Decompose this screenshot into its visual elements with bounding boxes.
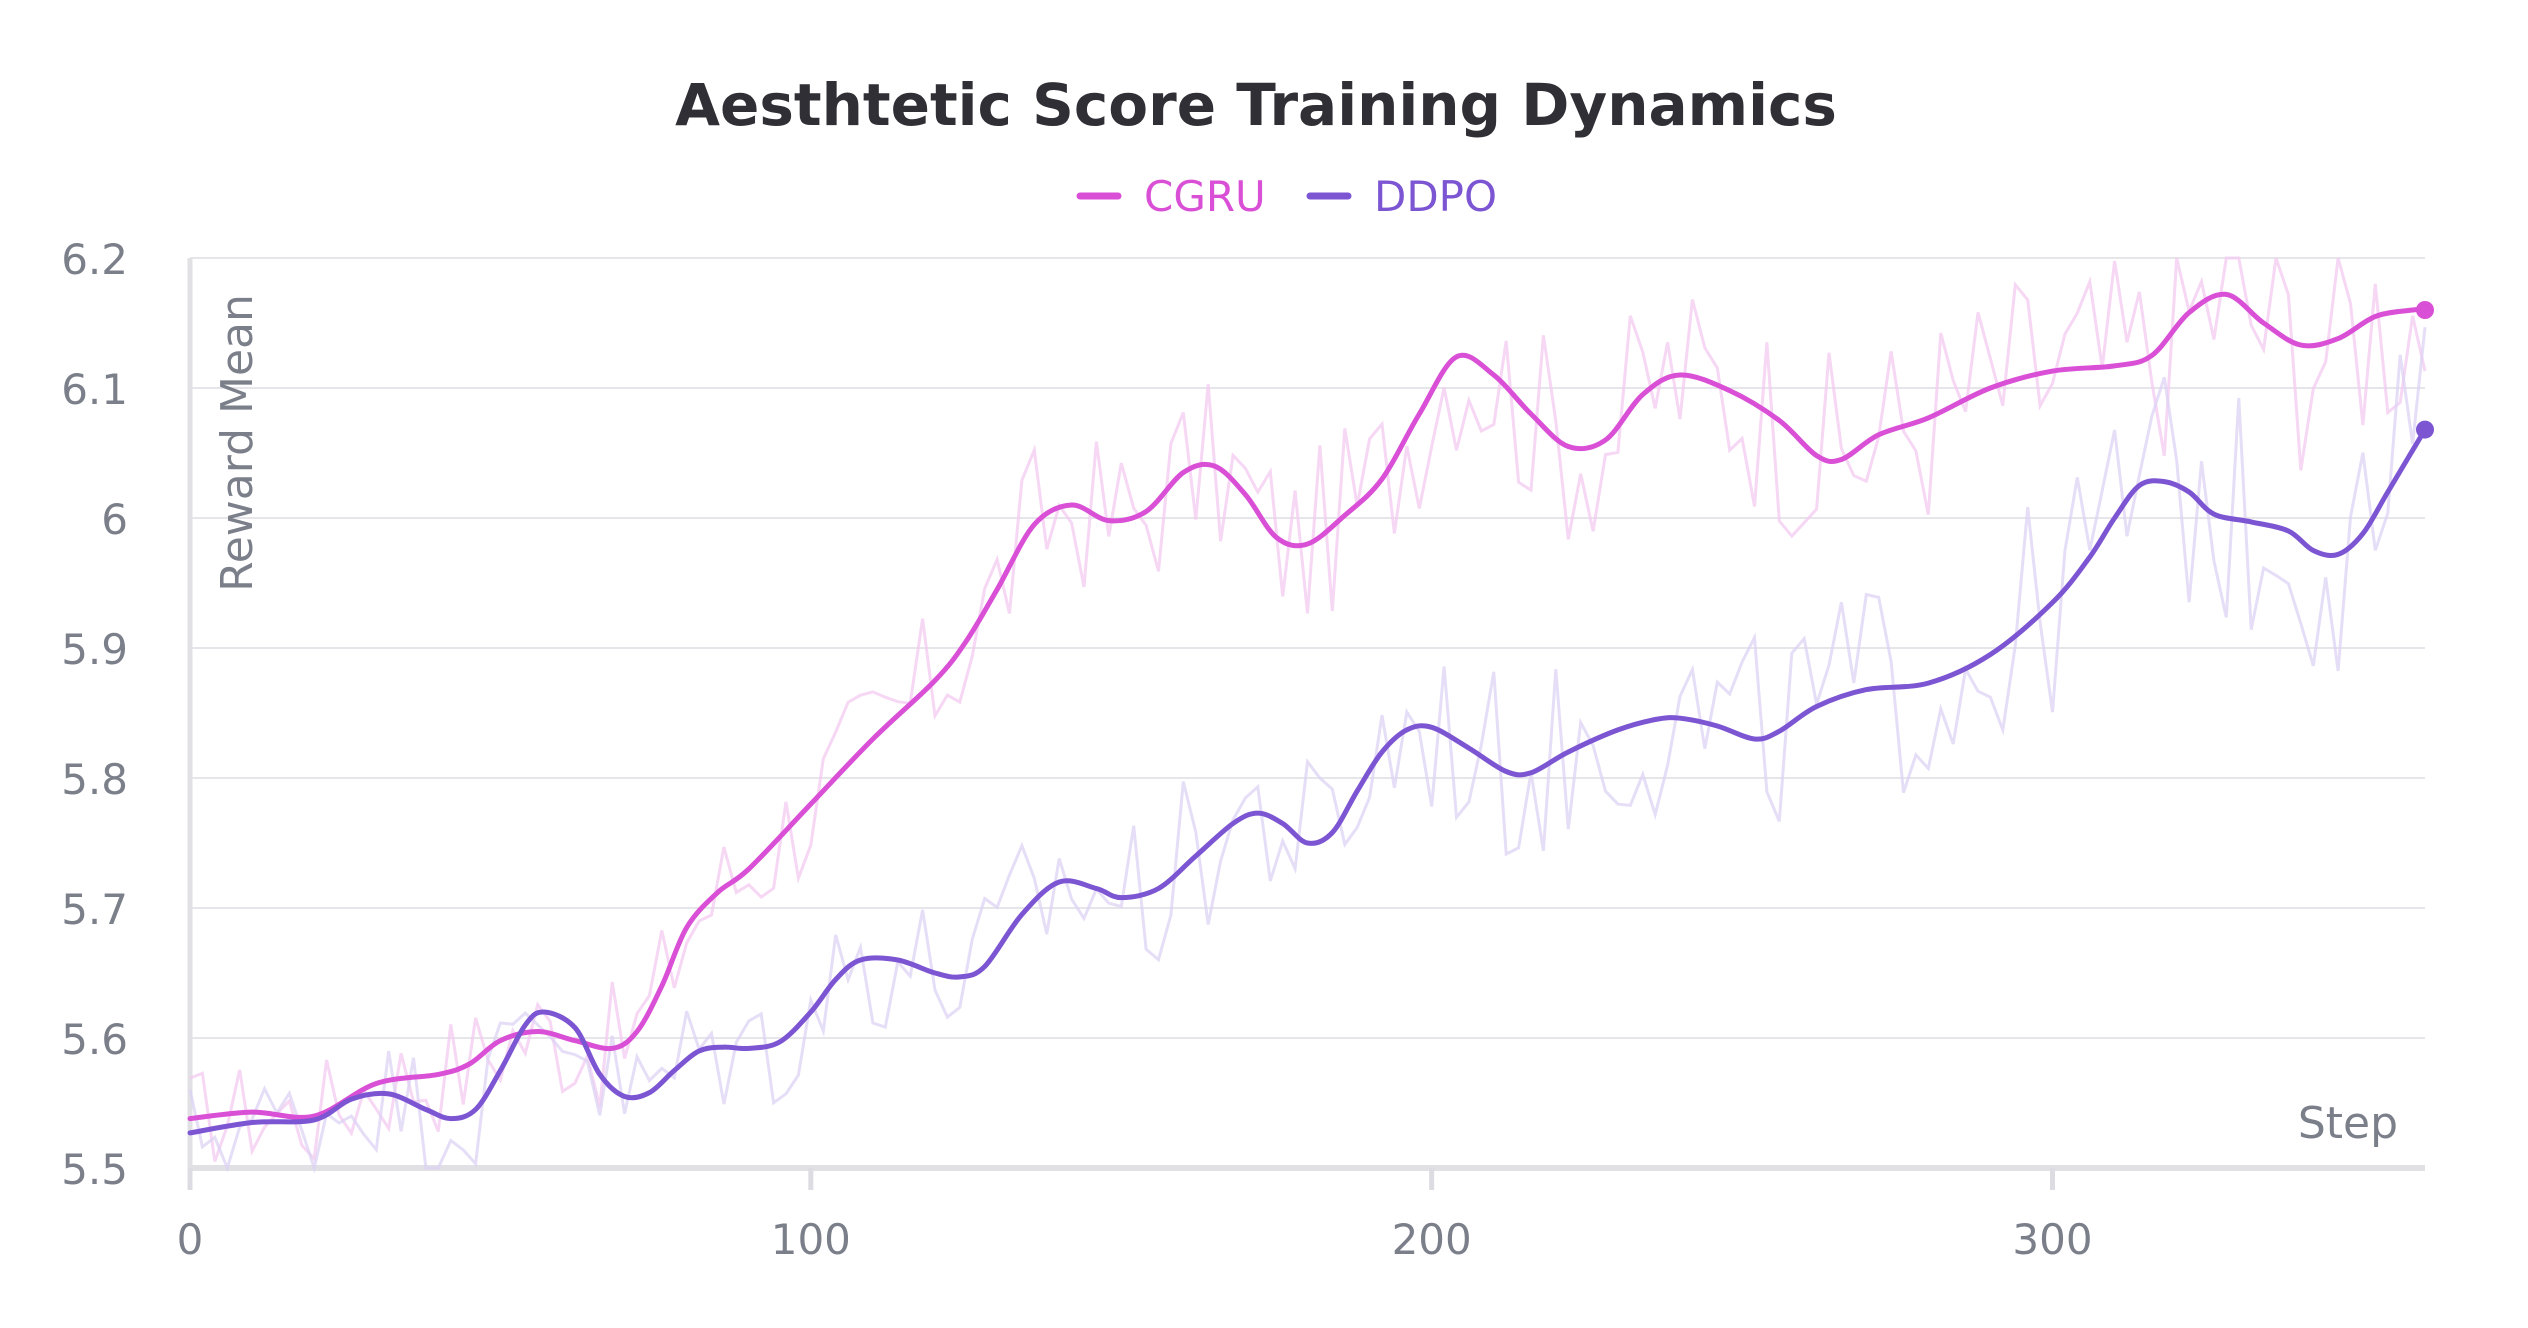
series-end-point-cgru: [2416, 301, 2434, 319]
x-axis-label: Step: [2298, 1098, 2398, 1149]
y-tick-label: 5.6: [61, 1015, 128, 1064]
x-tick-label: 300: [2012, 1215, 2092, 1264]
legend: CGRU DDPO: [1076, 172, 1497, 221]
y-tick-label: 6: [101, 495, 128, 544]
y-axis-label: Reward Mean: [212, 294, 263, 592]
raw-trace-ddpo: [188, 327, 2427, 1174]
raw-series-layer: [188, 256, 2427, 1174]
x-tick-label: 200: [1392, 1215, 1472, 1264]
legend-label: CGRU: [1144, 172, 1266, 221]
y-tick-label: 6.2: [61, 235, 128, 284]
series-lines: [187, 291, 2434, 1136]
series-end-point-ddpo: [2416, 420, 2434, 439]
x-tick-label: 0: [177, 1215, 204, 1264]
y-tick-label: 5.7: [61, 885, 128, 934]
y-tick-label: 6.1: [61, 365, 128, 414]
y-tick-label: 5.5: [61, 1145, 128, 1194]
raw-trace-cgru: [189, 256, 2427, 1163]
y-tick-label: 5.8: [61, 755, 128, 804]
x-tick-label: 100: [771, 1215, 851, 1264]
series-line-cgru: [187, 291, 2428, 1122]
y-axis-ticks: 5.5 5.6 5.7 5.8 5.9 6 6.1 6.2: [61, 235, 128, 1194]
y-tick-label: 5.9: [61, 625, 128, 674]
x-axis-ticks: 0 100 200 300: [177, 1168, 2093, 1264]
series-line-ddpo: [187, 427, 2428, 1136]
chart-title: Aesthtetic Score Training Dynamics: [675, 71, 1837, 139]
legend-label: DDPO: [1374, 172, 1497, 221]
